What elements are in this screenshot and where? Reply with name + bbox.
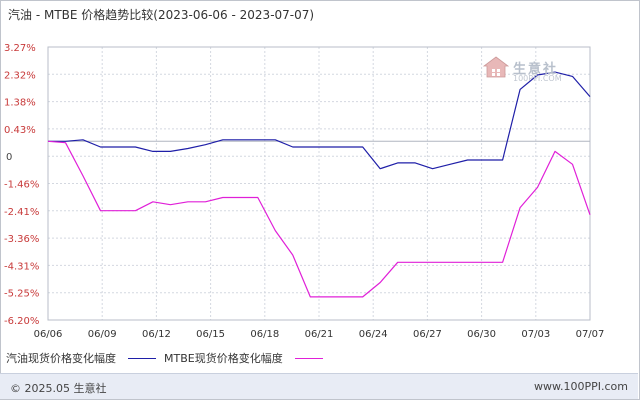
legend-item-mtbe: MTBE现货价格变化幅度 bbox=[164, 350, 323, 366]
watermark-subtext: 100PPI.COM bbox=[513, 74, 562, 83]
x-tick-label: 07/07 bbox=[576, 329, 605, 340]
legend: 汽油现货价格变化幅度 MTBE现货价格变化幅度 bbox=[6, 350, 323, 366]
y-tick-label: 0.43% bbox=[4, 125, 36, 136]
house-logo-icon bbox=[483, 56, 509, 78]
x-tick-label: 06/15 bbox=[196, 329, 225, 340]
x-tick-label: 06/30 bbox=[467, 329, 496, 340]
y-tick-label: -5.25% bbox=[4, 289, 39, 300]
y-tick-label: 3.27% bbox=[4, 43, 36, 54]
legend-label-mtbe: MTBE现货价格变化幅度 bbox=[164, 352, 283, 365]
y-tick-label: 1.38% bbox=[4, 98, 36, 109]
site-link[interactable]: www.100PPI.com bbox=[534, 380, 628, 393]
tick-labels: 3.27% 2.32% 1.38% 0.43% 0 -1.46% -2.41% -3.36% -… bbox=[4, 43, 604, 340]
x-tick-label: 06/18 bbox=[250, 329, 279, 340]
x-tick-label: 06/27 bbox=[413, 329, 442, 340]
watermark: 生意社 100PPI.COM bbox=[483, 56, 562, 83]
x-tick-label: 07/03 bbox=[521, 329, 550, 340]
legend-swatch-mtbe bbox=[294, 357, 323, 359]
legend-item-gasoline: 汽油现货价格变化幅度 bbox=[6, 350, 156, 366]
plot-border bbox=[47, 46, 591, 321]
footer-bar: © 2025.05 生意社 www.100PPI.com bbox=[0, 373, 638, 399]
y-tick-label: 2.32% bbox=[4, 70, 36, 81]
axes bbox=[47, 46, 591, 321]
y-tick-label: -4.31% bbox=[4, 261, 39, 272]
grid-lines bbox=[47, 46, 591, 321]
y-tick-label: -6.20% bbox=[4, 316, 39, 327]
watermark-text: 生意社 bbox=[513, 61, 559, 77]
legend-swatch-gasoline bbox=[128, 357, 156, 359]
x-tick-label: 06/21 bbox=[305, 329, 334, 340]
x-tick-label: 06/09 bbox=[88, 329, 117, 340]
chart-title: 汽油 - MTBE 价格趋势比较(2023-06-06 - 2023-07-07… bbox=[8, 8, 315, 22]
copyright-text: © 2025.05 生意社 bbox=[10, 382, 107, 395]
x-tick-label: 06/06 bbox=[34, 329, 63, 340]
legend-label-gasoline: 汽油现货价格变化幅度 bbox=[6, 352, 116, 365]
y-tick-label: 0 bbox=[6, 152, 12, 163]
x-tick-label: 06/24 bbox=[359, 329, 388, 340]
series-lines bbox=[47, 71, 591, 298]
series-line-0 bbox=[48, 71, 591, 170]
y-tick-label: -2.41% bbox=[4, 207, 39, 218]
y-tick-label: -1.46% bbox=[4, 180, 39, 191]
x-tick-label: 06/12 bbox=[142, 329, 171, 340]
series-line-1 bbox=[47, 140, 591, 298]
y-tick-label: -3.36% bbox=[4, 234, 39, 245]
